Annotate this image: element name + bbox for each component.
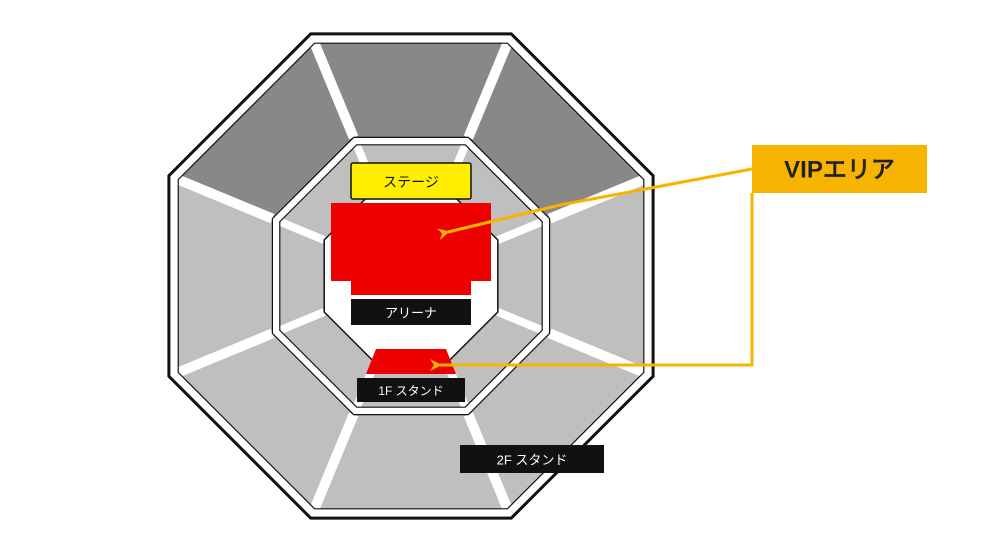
venue-seatmap: ステージ アリーナ 1F スタンド 2F スタンド VIPエリア: [0, 0, 984, 553]
stand-1f-label-text: 1F スタンド: [378, 384, 443, 398]
stage-area: ステージ: [351, 163, 471, 199]
stage-label: ステージ: [383, 174, 439, 190]
vip-area-upper-step: [351, 281, 471, 295]
stand-2f-label-text: 2F スタンド: [497, 453, 568, 468]
stand-2f-label-box: 2F スタンド: [460, 445, 604, 473]
arena-label-text: アリーナ: [385, 306, 437, 321]
stand-1f-label-box: 1F スタンド: [357, 378, 465, 402]
vip-area-lower: [366, 349, 456, 374]
callout-label: VIPエリア: [784, 157, 895, 184]
vip-area-upper: [331, 203, 491, 281]
arena-label-box: アリーナ: [351, 299, 471, 325]
